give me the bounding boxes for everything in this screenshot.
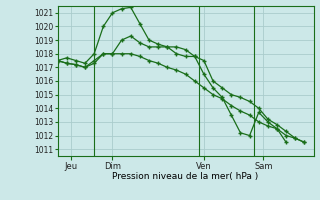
X-axis label: Pression niveau de la mer( hPa ): Pression niveau de la mer( hPa ) (112, 172, 259, 181)
